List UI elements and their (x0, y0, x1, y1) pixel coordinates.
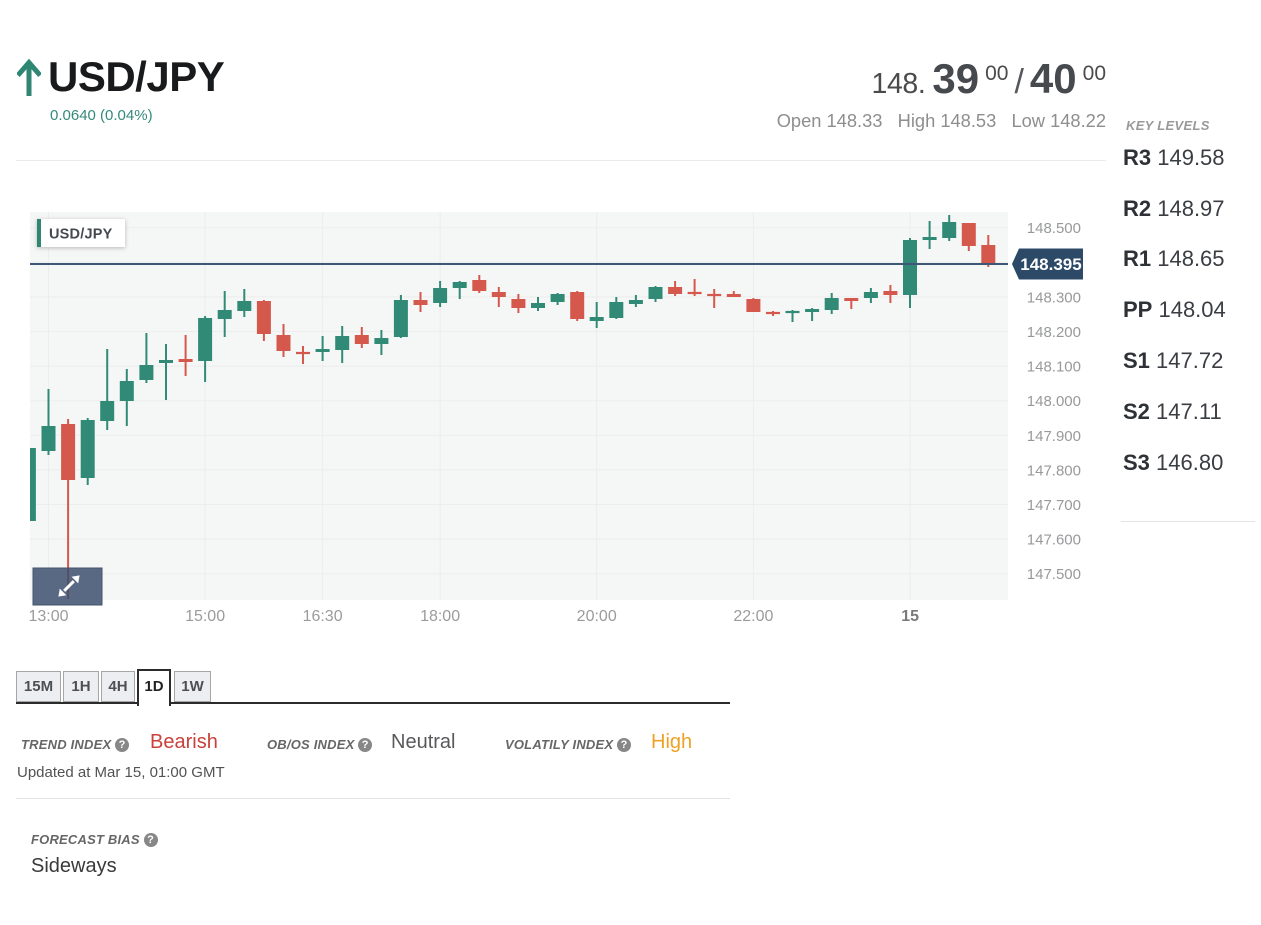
svg-text:22:00: 22:00 (733, 608, 773, 625)
svg-text:147.500: 147.500 (1027, 566, 1081, 583)
svg-text:USD/JPY: USD/JPY (49, 227, 113, 243)
svg-text:147.700: 147.700 (1027, 497, 1081, 514)
svg-text:15: 15 (901, 608, 919, 625)
svg-text:148.300: 148.300 (1027, 289, 1081, 306)
svg-text:148.100: 148.100 (1027, 359, 1081, 376)
svg-text:18:00: 18:00 (420, 608, 460, 625)
svg-text:15:00: 15:00 (185, 608, 225, 625)
svg-text:148.200: 148.200 (1027, 324, 1081, 341)
svg-text:148.395: 148.395 (1020, 255, 1081, 274)
svg-text:147.900: 147.900 (1027, 428, 1081, 445)
svg-text:147.600: 147.600 (1027, 532, 1081, 549)
svg-text:148.500: 148.500 (1027, 220, 1081, 237)
svg-text:148.000: 148.000 (1027, 393, 1081, 410)
svg-text:20:00: 20:00 (577, 608, 617, 625)
svg-text:13:00: 13:00 (28, 608, 68, 625)
svg-text:147.800: 147.800 (1027, 462, 1081, 479)
svg-text:16:30: 16:30 (303, 608, 343, 625)
